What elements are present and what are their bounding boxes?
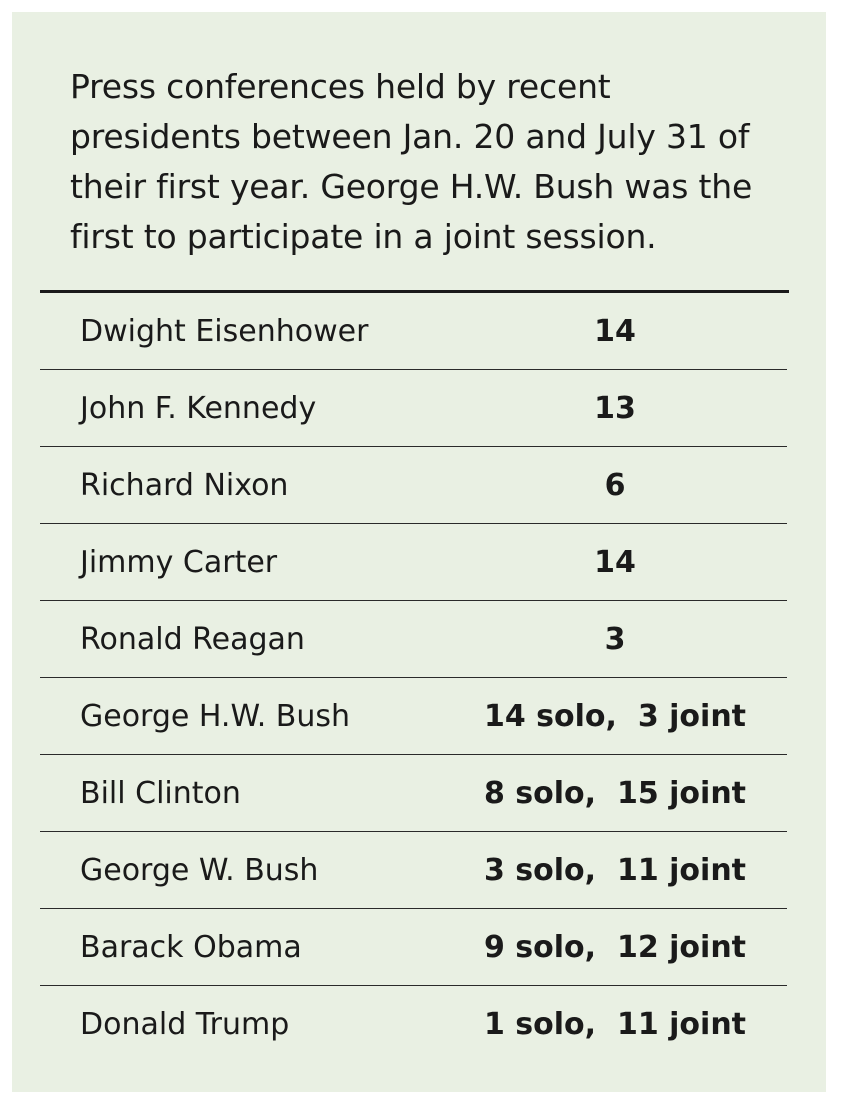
table-row: Barack Obama 9 solo, 12 joint [40, 909, 787, 986]
president-name: Donald Trump [80, 1006, 290, 1042]
press-conference-table: Dwight Eisenhower 14 John F. Kennedy 13 Rich… [40, 293, 787, 1062]
press-conference-count: 9 solo, 12 joint [483, 929, 747, 965]
press-conference-count: 3 solo, 11 joint [483, 852, 747, 888]
chart-card: Press conferences held by recent preside… [12, 12, 826, 1092]
president-name: George H.W. Bush [80, 698, 350, 734]
table-row: Richard Nixon 6 [40, 447, 787, 524]
president-name: Dwight Eisenhower [80, 313, 369, 349]
president-name: Jimmy Carter [80, 544, 278, 580]
press-conference-count: 3 [604, 621, 626, 657]
press-conference-count: 14 [594, 313, 636, 349]
table-row: George H.W. Bush 14 solo, 3 joint [40, 678, 787, 755]
table-row: Bill Clinton 8 solo, 15 joint [40, 755, 787, 832]
press-conference-count: 13 [594, 390, 636, 426]
president-name: John F. Kennedy [80, 390, 317, 426]
press-conference-count: 8 solo, 15 joint [483, 775, 747, 811]
table-top-rule [40, 290, 789, 293]
press-conference-count: 6 [604, 467, 626, 503]
president-name: Richard Nixon [80, 467, 289, 503]
table-row: Dwight Eisenhower 14 [40, 293, 787, 370]
chart-title: Press conferences held by recent preside… [70, 67, 753, 256]
president-name: Ronald Reagan [80, 621, 305, 657]
president-name: Bill Clinton [80, 775, 241, 811]
president-name: George W. Bush [80, 852, 319, 888]
press-conference-count: 1 solo, 11 joint [483, 1006, 747, 1042]
table-row: George W. Bush 3 solo, 11 joint [40, 832, 787, 909]
table-row: Donald Trump 1 solo, 11 joint [40, 986, 787, 1062]
press-conference-count: 14 solo, 3 joint [483, 698, 747, 734]
table-row: John F. Kennedy 13 [40, 370, 787, 447]
table-row: Jimmy Carter 14 [40, 524, 787, 601]
president-name: Barack Obama [80, 929, 302, 965]
press-conference-count: 14 [594, 544, 636, 580]
table-row: Ronald Reagan 3 [40, 601, 787, 678]
